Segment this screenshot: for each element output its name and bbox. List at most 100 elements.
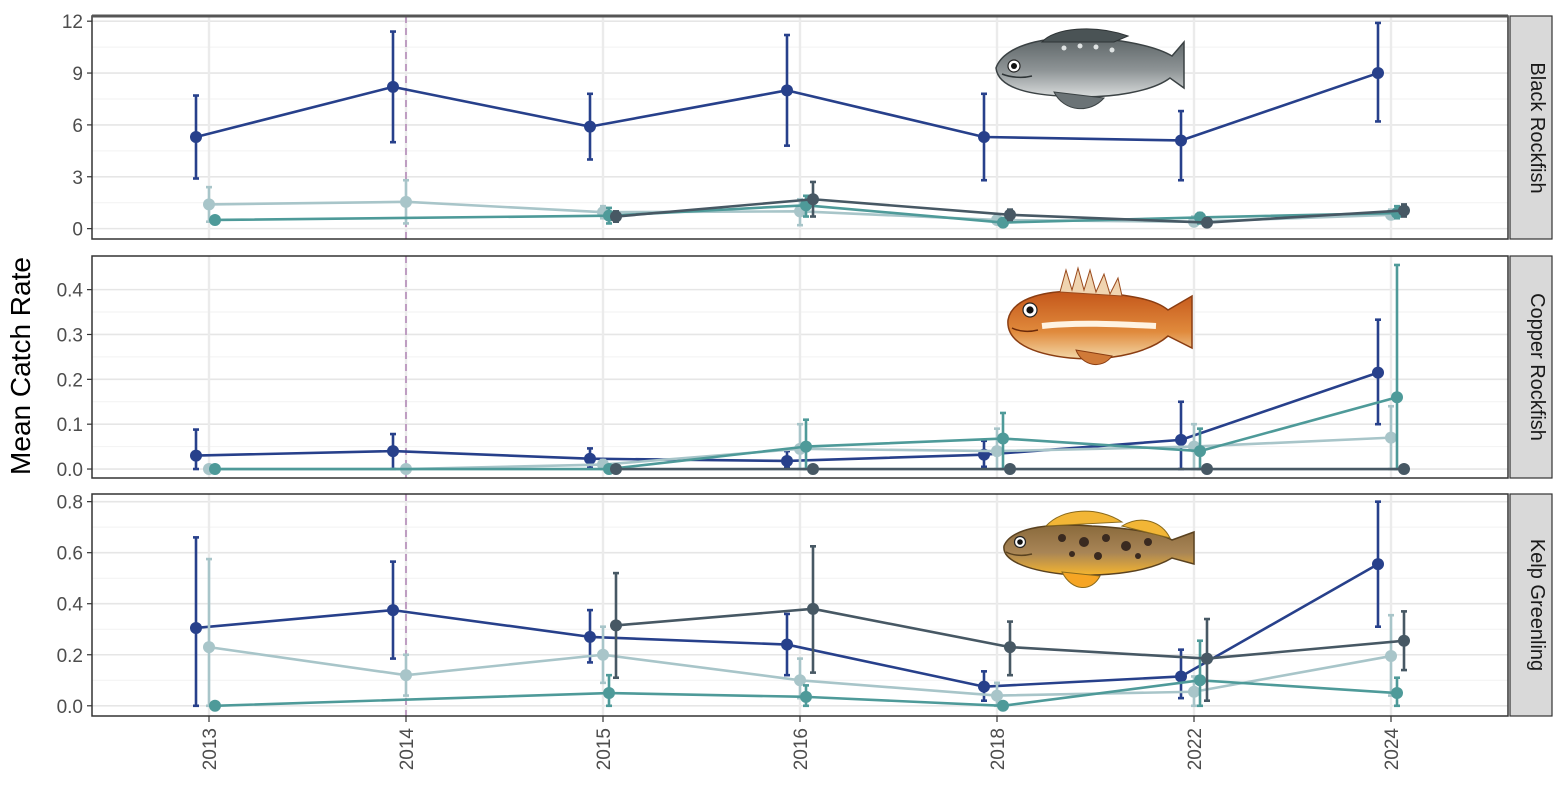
data-point [781,454,793,467]
data-point [1385,431,1397,444]
strip-label-kelp-greenling: Kelp Greenling [1526,539,1548,671]
kelp-greenling-icon [1003,510,1195,588]
y-tick-label: 0.1 [57,415,83,436]
data-point [1004,641,1016,654]
data-point [209,463,221,476]
data-point [190,449,202,462]
data-point [997,216,1009,229]
panel-border [91,255,1509,479]
series-teal [209,263,1403,476]
data-point [991,445,1003,458]
data-point [991,689,1003,702]
strip-background [1509,15,1553,240]
panel-copper-rockfish: 0.0 0.1 0.2 0.3 0.4 Copper Rockfish [57,255,1553,481]
panel-black-rockfish: 0 3 6 9 12 Black Rockfish [62,12,1553,241]
black-rockfish-icon [995,28,1185,110]
y-tick-label: 0.4 [57,281,84,302]
x-axis: 2013 2014 2015 2016 2018 2022 2024 [200,716,1403,770]
data-point [387,80,399,93]
y-tick-label: 0.4 [57,595,84,616]
data-point [978,131,990,144]
series-navy [190,21,1384,182]
y-tick-label: 0.0 [57,460,83,481]
y-tick-label: 0.6 [57,544,83,565]
data-point [1004,463,1016,476]
data-point [387,445,399,458]
series-line-teal [215,396,1398,471]
series-teal [209,194,1403,229]
data-point [610,463,622,476]
data-point [1201,463,1213,476]
data-point [1385,650,1397,663]
data-point [1398,634,1410,647]
x-tick-label: 2013 [200,728,221,770]
x-tick-label: 2014 [397,728,418,771]
data-point [190,131,202,144]
data-point [400,195,412,208]
x-tick-label: 2016 [791,728,812,770]
copper-rockfish-icon [1007,266,1193,365]
data-point [209,213,221,226]
data-point [209,699,221,712]
series-slate [610,180,1410,229]
data-point [603,687,615,700]
y-tick-label: 12 [62,12,83,33]
data-point [1194,445,1206,458]
data-point [190,621,202,634]
data-point [610,619,622,632]
data-point [781,84,793,97]
data-point [203,198,215,211]
y-axis-label: Mean Catch Rate [5,257,36,475]
data-point [610,210,622,223]
data-point [203,641,215,654]
x-tick-label: 2015 [594,728,615,770]
data-point [978,680,990,693]
data-point [800,440,812,453]
strip-label-black-rockfish: Black Rockfish [1526,62,1548,193]
data-point [584,630,596,643]
series-line-teal [214,678,1398,708]
strip-background [1509,493,1553,717]
data-point [1194,674,1206,687]
x-tick-label: 2022 [1185,728,1206,770]
data-point [1175,433,1187,446]
data-point [1175,670,1187,683]
data-point [781,638,793,651]
data-point [1398,463,1410,476]
data-point [1372,67,1384,80]
data-point [1398,204,1410,217]
data-point [807,193,819,206]
data-point [794,674,806,687]
data-point [807,602,819,615]
series-teal [209,639,1403,712]
strip-label-copper-rockfish: Copper Rockfish [1526,293,1548,441]
data-point [1391,687,1403,700]
x-tick-label: 2024 [1382,728,1403,771]
data-point [1188,685,1200,698]
data-point [597,648,609,661]
y-tick-label: 0.8 [57,493,83,514]
data-point [800,690,812,703]
series-slate [610,463,1410,476]
y-tick-label: 0.0 [57,697,83,718]
y-tick-label: 0 [72,220,83,241]
y-tick-label: 0.3 [57,325,83,346]
x-tick-label: 2018 [988,728,1009,770]
data-point [997,432,1009,445]
data-point [1004,208,1016,221]
data-point [807,463,819,476]
data-point [997,699,1009,712]
data-point [1175,134,1187,147]
data-point [584,452,596,465]
data-point [1201,216,1213,229]
series-line-teal [214,203,1398,224]
y-tick-label: 0.2 [57,646,83,667]
data-point [1391,391,1403,404]
y-tick-label: 3 [72,168,83,189]
panel-kelp-greenling: 0.0 0.2 0.4 0.6 0.8 Kelp Greenling [57,493,1553,718]
y-tick-label: 6 [72,116,83,137]
data-point [400,669,412,682]
data-point [387,604,399,617]
data-point [1372,558,1384,571]
